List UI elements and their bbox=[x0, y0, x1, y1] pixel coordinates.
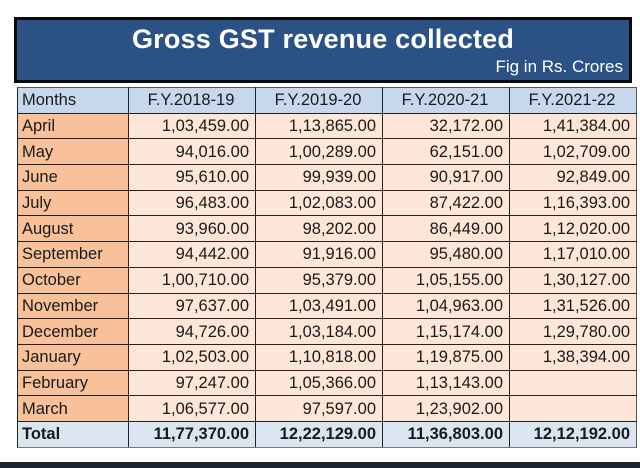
table-row: February 97,247.00 1,05,366.00 1,13,143.00 bbox=[17, 369, 637, 397]
revenue-cell: 1,02,503.00 bbox=[128, 343, 256, 371]
table-row: July 96,483.00 1,02,083.00 87,422.00 1,16,39… bbox=[17, 189, 637, 217]
gst-revenue-table: Months F.Y.2018-19 F.Y.2019-20 F.Y.2020-… bbox=[17, 87, 637, 448]
revenue-cell: 1,00,710.00 bbox=[128, 266, 256, 294]
month-cell: March bbox=[17, 395, 129, 422]
revenue-cell: 1,02,083.00 bbox=[255, 189, 383, 217]
table-body: April 1,03,459.00 1,13,865.00 32,172.00 1,41… bbox=[17, 112, 637, 422]
revenue-cell: 97,247.00 bbox=[128, 369, 256, 397]
revenue-cell: 1,12,020.00 bbox=[509, 215, 637, 243]
month-cell: July bbox=[17, 189, 129, 217]
total-row: Total 11,77,370.00 12,22,129.00 11,36,80… bbox=[17, 420, 637, 448]
revenue-cell: 1,13,865.00 bbox=[255, 112, 383, 140]
total-label: Total bbox=[17, 420, 129, 448]
revenue-cell: 1,16,393.00 bbox=[509, 189, 637, 217]
table-row: September 94,442.00 91,916.00 95,480.00 1,17… bbox=[17, 241, 637, 268]
month-cell: August bbox=[17, 215, 129, 243]
month-cell: May bbox=[17, 138, 129, 166]
revenue-cell: 1,17,010.00 bbox=[509, 241, 637, 268]
table-row: June 95,610.00 99,939.00 90,917.00 92,849.00 bbox=[17, 164, 637, 191]
revenue-cell: 1,10,818.00 bbox=[255, 343, 383, 371]
table-row: April 1,03,459.00 1,13,865.00 32,172.00 1,41… bbox=[17, 112, 637, 140]
revenue-cell: 97,637.00 bbox=[128, 292, 256, 320]
table-row: March 1,06,577.00 97,597.00 1,23,902.00 bbox=[17, 395, 637, 422]
column-header-fy2019-20: F.Y.2019-20 bbox=[255, 87, 383, 114]
revenue-cell: 95,379.00 bbox=[255, 266, 383, 294]
total-value: 11,77,370.00 bbox=[128, 420, 256, 448]
revenue-cell: 1,03,491.00 bbox=[255, 292, 383, 320]
revenue-cell: 1,04,963.00 bbox=[382, 292, 510, 320]
table-row: December 94,726.00 1,03,184.00 1,15,174.00 1… bbox=[17, 318, 637, 345]
total-value: 12,12,192.00 bbox=[509, 420, 637, 448]
revenue-cell: 1,19,875.00 bbox=[382, 343, 510, 371]
revenue-cell: 91,916.00 bbox=[255, 241, 383, 268]
revenue-cell: 92,849.00 bbox=[509, 164, 637, 191]
revenue-cell: 90,917.00 bbox=[382, 164, 510, 191]
revenue-cell: 94,442.00 bbox=[128, 241, 256, 268]
revenue-cell: 1,41,384.00 bbox=[509, 112, 637, 140]
revenue-cell: 1,13,143.00 bbox=[382, 369, 510, 397]
revenue-cell: 1,23,902.00 bbox=[382, 395, 510, 422]
revenue-cell: 1,38,394.00 bbox=[509, 343, 637, 371]
total-value: 11,36,803.00 bbox=[382, 420, 510, 448]
revenue-cell: 1,03,459.00 bbox=[128, 112, 256, 140]
revenue-cell bbox=[509, 369, 637, 397]
revenue-cell: 1,15,174.00 bbox=[382, 318, 510, 345]
month-cell: December bbox=[17, 318, 129, 345]
revenue-cell: 94,016.00 bbox=[128, 138, 256, 166]
revenue-cell: 32,172.00 bbox=[382, 112, 510, 140]
revenue-cell: 1,05,366.00 bbox=[255, 369, 383, 397]
revenue-cell: 1,00,289.00 bbox=[255, 138, 383, 166]
revenue-cell: 99,939.00 bbox=[255, 164, 383, 191]
revenue-cell: 1,03,184.00 bbox=[255, 318, 383, 345]
table-row: October 1,00,710.00 95,379.00 1,05,155.00 1,… bbox=[17, 266, 637, 294]
page-title: Gross GST revenue collected bbox=[131, 24, 515, 54]
revenue-cell: 1,29,780.00 bbox=[509, 318, 637, 345]
month-cell: November bbox=[17, 292, 129, 320]
column-header-fy2018-19: F.Y.2018-19 bbox=[128, 87, 256, 114]
revenue-cell: 87,422.00 bbox=[382, 189, 510, 217]
revenue-cell: 93,960.00 bbox=[128, 215, 256, 243]
units-note: Fig in Rs. Crores bbox=[495, 57, 623, 76]
revenue-cell: 1,02,709.00 bbox=[509, 138, 637, 166]
month-cell: April bbox=[17, 112, 129, 140]
revenue-cell: 97,597.00 bbox=[255, 395, 383, 422]
revenue-cell: 95,610.00 bbox=[128, 164, 256, 191]
month-cell: January bbox=[17, 343, 129, 371]
revenue-cell: 95,480.00 bbox=[382, 241, 510, 268]
month-cell: September bbox=[17, 241, 129, 268]
revenue-cell: 1,05,155.00 bbox=[382, 266, 510, 294]
revenue-cell: 62,151.00 bbox=[382, 138, 510, 166]
revenue-cell: 1,30,127.00 bbox=[509, 266, 637, 294]
revenue-cell: 1,06,577.00 bbox=[128, 395, 256, 422]
month-cell: February bbox=[17, 369, 129, 397]
revenue-cell bbox=[509, 395, 637, 422]
header-row: Months F.Y.2018-19 F.Y.2019-20 F.Y.2020-… bbox=[17, 87, 637, 114]
column-header-fy2021-22: F.Y.2021-22 bbox=[509, 87, 637, 114]
month-cell: June bbox=[17, 164, 129, 191]
column-header-months: Months bbox=[17, 87, 129, 114]
table-row: November 97,637.00 1,03,491.00 1,04,963.00 1… bbox=[17, 292, 637, 320]
table-row: January 1,02,503.00 1,10,818.00 1,19,875.00… bbox=[17, 343, 637, 371]
revenue-cell: 1,31,526.00 bbox=[509, 292, 637, 320]
month-cell: October bbox=[17, 266, 129, 294]
revenue-cell: 94,726.00 bbox=[128, 318, 256, 345]
revenue-cell: 86,449.00 bbox=[382, 215, 510, 243]
revenue-cell: 96,483.00 bbox=[128, 189, 256, 217]
total-value: 12,22,129.00 bbox=[255, 420, 383, 448]
table-row: May 94,016.00 1,00,289.00 62,151.00 1,02,709… bbox=[17, 138, 637, 166]
revenue-cell: 98,202.00 bbox=[255, 215, 383, 243]
column-header-fy2020-21: F.Y.2020-21 bbox=[382, 87, 510, 114]
title-banner: Gross GST revenue collected Fig in Rs. C… bbox=[14, 17, 632, 83]
table-row: August 93,960.00 98,202.00 86,449.00 1,12,02… bbox=[17, 215, 637, 243]
bottom-divider bbox=[0, 462, 640, 468]
